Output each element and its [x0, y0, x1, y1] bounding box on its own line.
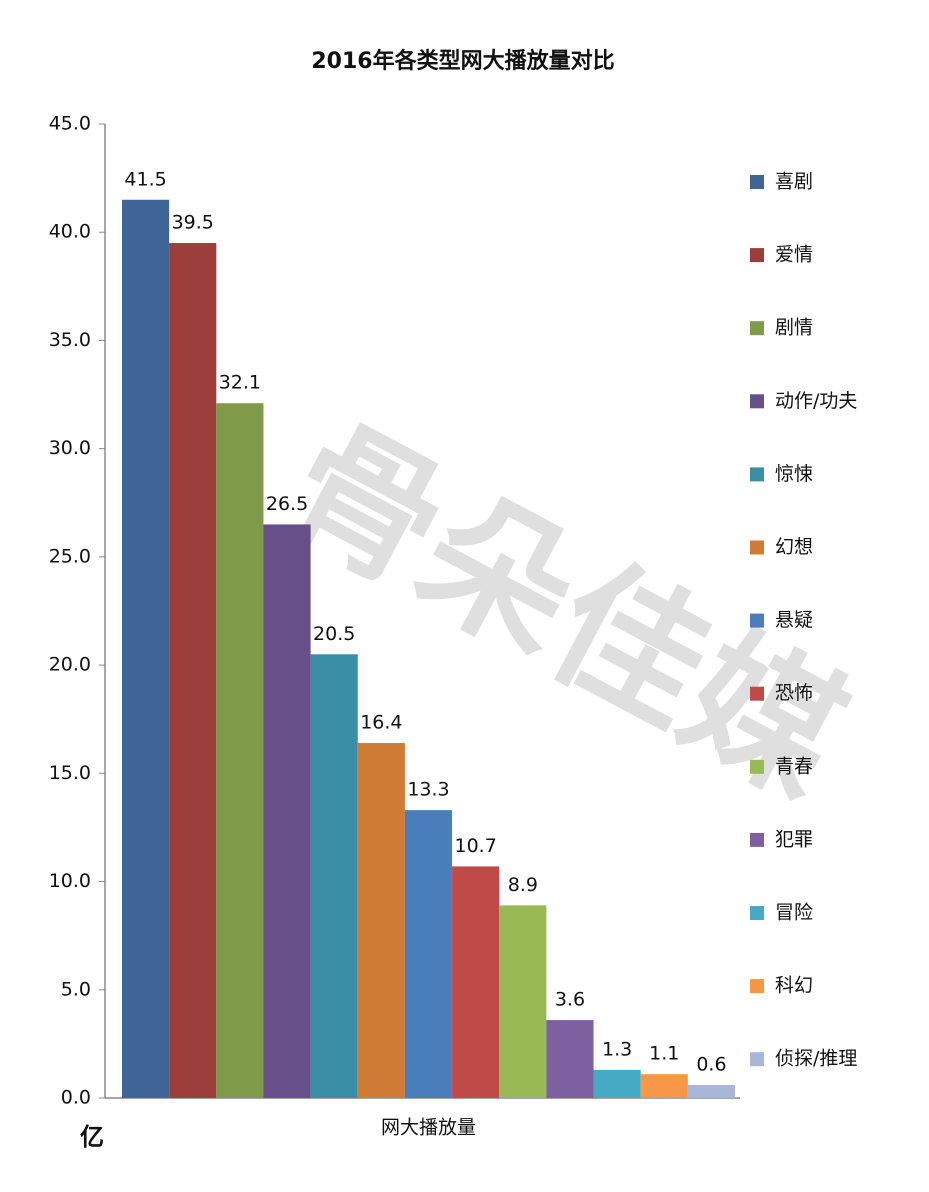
legend-swatch [750, 1052, 764, 1067]
legend-swatch [750, 175, 764, 189]
legend-label: 冒险 [775, 902, 813, 924]
bar [593, 1069, 641, 1098]
legend-label: 剧情 [775, 317, 813, 339]
bar [216, 403, 264, 1098]
data-label: 1.1 [649, 1043, 679, 1065]
y-tick-label: 10.0 [49, 870, 91, 892]
legend-label: 科幻 [775, 975, 813, 997]
legend-swatch [750, 467, 764, 482]
x-tick-label: 网大播放量 [381, 1117, 476, 1139]
y-tick-label: 35.0 [49, 329, 91, 351]
legend-label: 青春 [775, 755, 813, 777]
bar [169, 243, 217, 1099]
legend-swatch [750, 394, 764, 409]
y-tick-label: 20.0 [49, 654, 91, 676]
y-tick-label: 45.0 [49, 113, 91, 135]
legend-swatch [750, 759, 764, 774]
legend-swatch [750, 540, 764, 555]
data-label: 8.9 [508, 874, 538, 896]
y-tick-label: 40.0 [49, 221, 91, 243]
data-label: 39.5 [172, 212, 214, 234]
y-tick-label: 5.0 [61, 978, 91, 1000]
data-label: 20.5 [313, 623, 355, 645]
legend-label: 悬疑 [775, 609, 813, 631]
data-label: 13.3 [407, 779, 449, 801]
legend-label: 动作/功夫 [775, 390, 857, 412]
bar [357, 743, 405, 1098]
y-unit: 亿 [80, 1123, 104, 1151]
data-label: 16.4 [360, 712, 402, 734]
legend-label: 恐怖 [775, 682, 813, 704]
bar [122, 199, 170, 1098]
y-tick-label: 15.0 [49, 762, 91, 784]
data-label: 32.1 [219, 372, 261, 394]
legend-swatch [750, 613, 764, 628]
y-tick-label: 0.0 [61, 1087, 91, 1109]
legend-swatch [750, 979, 764, 994]
legend-label: 幻想 [775, 536, 813, 558]
bar [263, 524, 311, 1098]
legend-label: 喜剧 [775, 171, 813, 193]
legend-label: 犯罪 [775, 828, 813, 850]
legend-label: 侦探/推理 [775, 1048, 857, 1070]
legend-swatch [750, 832, 764, 847]
bar [546, 1020, 594, 1098]
y-tick-label: 25.0 [49, 545, 91, 567]
bar [404, 810, 453, 1098]
legend-swatch [750, 248, 764, 263]
data-label: 10.7 [454, 835, 496, 857]
bar [452, 866, 500, 1098]
legend-swatch [750, 321, 764, 336]
legend-swatch [750, 906, 764, 920]
bar [499, 905, 547, 1098]
data-label: 26.5 [266, 493, 308, 515]
legend-label: 惊悚 [775, 463, 813, 485]
data-label: 0.6 [696, 1054, 726, 1076]
legend-swatch [750, 686, 764, 701]
y-tick-label: 30.0 [49, 437, 91, 459]
data-label: 3.6 [555, 989, 585, 1011]
bar [310, 654, 358, 1098]
data-label: 1.3 [602, 1038, 632, 1060]
legend-label: 爱情 [775, 244, 813, 266]
data-label: 41.5 [124, 168, 166, 190]
bar [640, 1074, 688, 1098]
chart-title: 2016年各类型网大播放量对比 [311, 48, 614, 74]
bar [687, 1085, 735, 1098]
